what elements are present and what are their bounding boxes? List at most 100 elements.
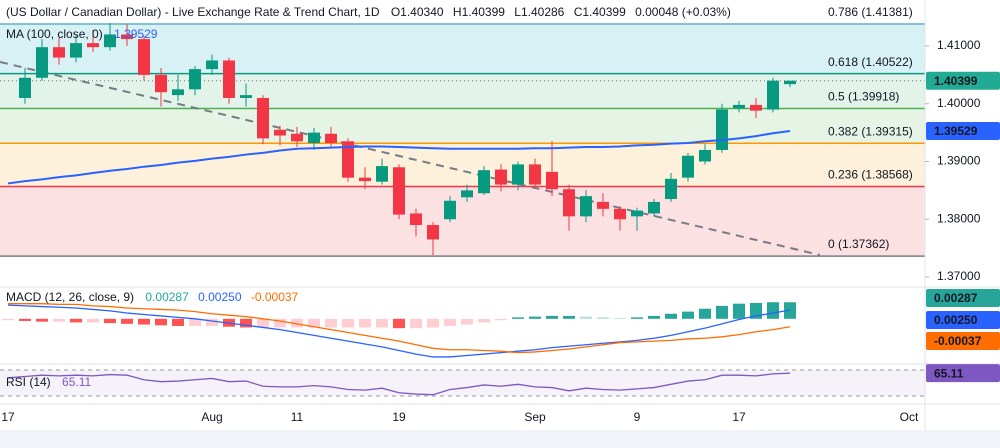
macd-histogram-bar — [87, 318, 99, 323]
candle-body — [444, 200, 456, 220]
macd-histogram-bar — [325, 318, 337, 328]
candle-body — [597, 201, 609, 209]
candle-body — [155, 74, 167, 93]
x-tick-label: 9 — [634, 410, 641, 424]
rsi-line — [7, 372, 791, 396]
macd-histogram-bar — [240, 318, 252, 328]
candle-body — [223, 60, 235, 98]
macd-histogram-bar — [155, 318, 167, 326]
title: (US Dollar / Canadian Dollar) - Live Exc… — [6, 5, 380, 19]
y-tick-label: 1.41000 — [937, 38, 981, 52]
fib-label: 0.382 (1.39315) — [828, 124, 913, 138]
ma-tag — [926, 121, 1000, 140]
candle-body — [53, 47, 65, 58]
fib-label: 0.5 (1.39918) — [828, 90, 899, 104]
readout: H1.40399 — [453, 5, 505, 19]
macd-line — [8, 303, 791, 354]
candle-body — [512, 164, 524, 185]
macd-histogram-bar — [614, 318, 626, 319]
macd-histogram-bar — [2, 318, 14, 321]
candle-body — [325, 133, 337, 144]
macd-histogram-bar — [308, 318, 320, 328]
macd-histogram-bar — [53, 318, 65, 322]
macd-histogram-bar — [359, 318, 371, 328]
macd-tag-label: -0.00037 — [934, 334, 982, 348]
candle-body — [767, 80, 779, 110]
ma-legend: MA (100, close, 0) 1.39529 — [6, 27, 158, 41]
candle-body — [614, 208, 626, 220]
candle-body — [70, 43, 82, 58]
fib-label: 0.618 (1.40522) — [828, 55, 913, 69]
macd-histogram-bar — [342, 318, 354, 328]
fib-band — [0, 108, 925, 144]
macd-histogram-bar — [648, 315, 660, 319]
macd-histogram-bar — [529, 316, 541, 319]
candle-body — [478, 170, 490, 194]
macd-histogram-bar — [427, 318, 439, 328]
macd-histogram-bar — [189, 318, 201, 326]
macd-histogram-bar — [104, 318, 116, 324]
candle-body — [699, 149, 711, 162]
macd-histogram-bar — [631, 317, 643, 319]
legend-header: (US Dollar / Canadian Dollar) - Live Exc… — [6, 5, 731, 19]
x-tick-label: Sep — [524, 410, 546, 424]
x-tick-label: 17 — [1, 410, 15, 424]
candle-body — [36, 47, 48, 78]
x-tick-label: Aug — [201, 410, 222, 424]
candle-body — [716, 109, 728, 150]
macd-histogram-bar — [546, 315, 558, 319]
macd-histogram-bar — [699, 308, 711, 319]
macd-tag-label: 0.00250 — [934, 313, 978, 327]
macd-histogram-bar — [563, 315, 575, 319]
fib-band — [0, 24, 925, 74]
rsi-tag-label: 65.11 — [934, 366, 964, 380]
macd-legend: MACD (12, 26, close, 9) 0.00287 0.00250 … — [6, 290, 299, 304]
x-tick-label: 17 — [732, 410, 746, 424]
x-tick-label: 11 — [291, 410, 304, 424]
candle-body — [376, 166, 388, 182]
candle-body — [410, 213, 422, 226]
candle-body — [359, 177, 371, 182]
macd-histogram-bar — [716, 305, 728, 319]
candle-body — [563, 189, 575, 217]
macd-histogram-bar — [733, 303, 745, 319]
macd-tag-label: 0.00287 — [934, 291, 978, 305]
candle-body — [240, 95, 252, 98]
footer-bar — [0, 430, 1000, 448]
macd-histogram-bar — [682, 311, 694, 319]
y-tick-label: 1.37000 — [937, 269, 981, 283]
marks-layer — [2, 22, 796, 396]
macd-histogram-bar — [461, 318, 473, 325]
macd-histogram-bar — [70, 318, 82, 323]
macd-histogram-bar — [36, 318, 48, 322]
macd-histogram-bar — [172, 318, 184, 326]
candle-body — [172, 89, 184, 96]
macd-histogram-bar — [665, 313, 677, 319]
candle-body — [546, 171, 558, 190]
candle-body — [257, 97, 269, 139]
macd-histogram-bar — [274, 318, 286, 328]
rsi-name: RSI (14) — [6, 375, 51, 389]
macd-histogram-bar — [121, 318, 133, 324]
price-tag-label: 1.40399 — [934, 74, 978, 88]
ma-line — [7, 129, 791, 185]
macd-histogram-bar — [376, 318, 388, 328]
macd-histogram-bar — [393, 318, 405, 329]
macd-histogram-bar — [19, 318, 31, 321]
rsi-readout: 65.11 — [62, 375, 91, 389]
macd-histogram-bar — [597, 317, 609, 319]
x-tick-label: 19 — [392, 410, 406, 424]
fib-band — [0, 186, 925, 257]
candle-body — [461, 190, 473, 198]
rsi-tag — [926, 364, 1000, 383]
fib-band — [0, 73, 925, 109]
candle-body — [189, 69, 201, 90]
macd-histogram-bar — [257, 318, 269, 328]
candle-body — [682, 155, 694, 178]
candle-body — [87, 43, 99, 48]
macd-name: MACD (12, 26, close, 9) — [6, 290, 134, 304]
candle-body — [342, 141, 354, 178]
trend-line — [0, 61, 821, 256]
readout: O1.40340 — [391, 5, 444, 19]
